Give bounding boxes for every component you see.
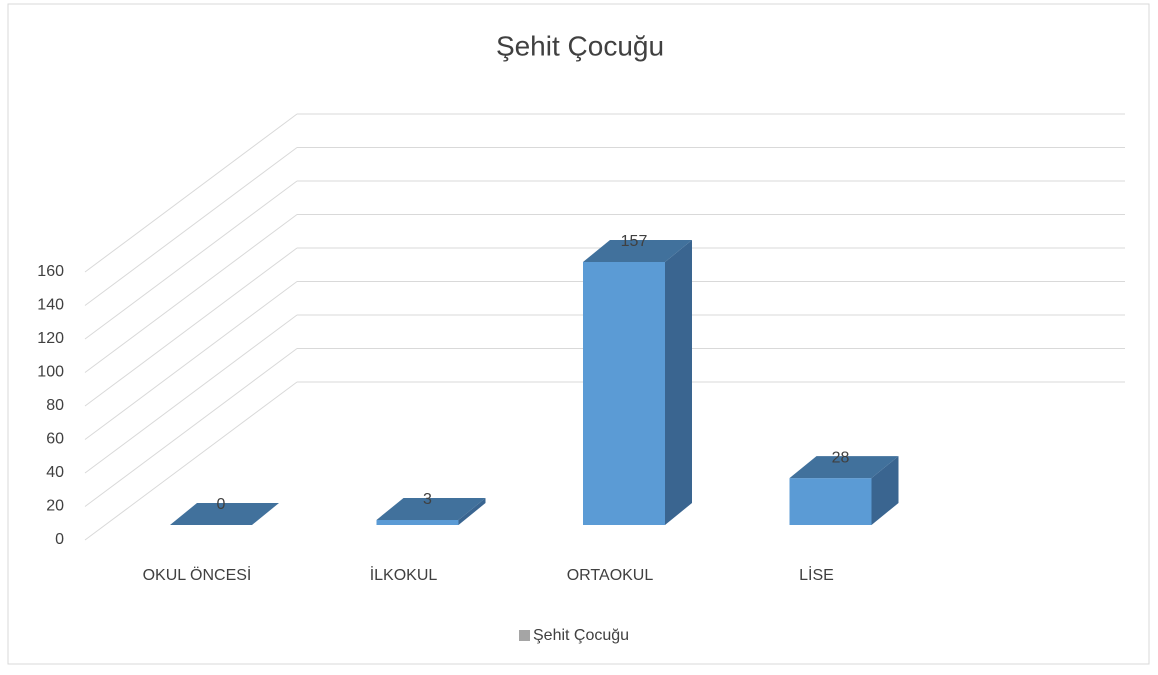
bar-side bbox=[665, 240, 692, 525]
grid-line bbox=[84, 147, 298, 306]
y-tick-label: 100 bbox=[37, 364, 64, 381]
chart-title: Şehit Çocuğu bbox=[496, 30, 664, 61]
grid-line bbox=[84, 180, 298, 340]
bar-front bbox=[789, 478, 872, 525]
grid-line bbox=[84, 348, 298, 507]
legend-label: Şehit Çocuğu bbox=[533, 627, 629, 644]
bar bbox=[583, 240, 692, 525]
grid-line bbox=[84, 214, 298, 373]
data-label: 28 bbox=[832, 449, 850, 466]
data-label: 157 bbox=[621, 233, 648, 250]
bar-front bbox=[583, 262, 665, 525]
bar-top bbox=[789, 456, 899, 479]
data-label: 3 bbox=[423, 491, 432, 508]
bar-top bbox=[170, 503, 279, 525]
x-tick-label: ORTAOKUL bbox=[567, 567, 654, 584]
y-tick-label: 120 bbox=[37, 330, 64, 347]
x-tick-label: LİSE bbox=[799, 565, 834, 584]
bar-front bbox=[376, 519, 459, 525]
chart-border bbox=[7, 3, 1150, 665]
bar-top bbox=[583, 240, 692, 263]
y-tick-label: 20 bbox=[46, 498, 64, 515]
y-tick-label: 0 bbox=[55, 531, 64, 548]
grid-line bbox=[84, 314, 298, 474]
grid-line bbox=[84, 113, 298, 273]
x-tick-label: OKUL ÖNCESİ bbox=[143, 565, 252, 584]
grid-line bbox=[84, 281, 298, 440]
bar bbox=[376, 497, 486, 525]
y-tick-label: 40 bbox=[46, 464, 64, 481]
bar bbox=[170, 503, 279, 525]
bar bbox=[789, 456, 899, 525]
y-tick-label: 80 bbox=[46, 397, 64, 414]
bar-side bbox=[871, 456, 899, 525]
x-tick-label: İLKOKUL bbox=[370, 565, 438, 584]
grid-line bbox=[84, 381, 298, 541]
y-tick-label: 160 bbox=[37, 263, 64, 280]
legend-swatch bbox=[519, 630, 530, 641]
bar-side bbox=[458, 497, 486, 525]
y-tick-label: 140 bbox=[37, 297, 64, 314]
grid-line bbox=[84, 247, 298, 407]
bar-top bbox=[376, 497, 486, 520]
data-label: 0 bbox=[217, 496, 226, 513]
y-tick-label: 60 bbox=[46, 431, 64, 448]
